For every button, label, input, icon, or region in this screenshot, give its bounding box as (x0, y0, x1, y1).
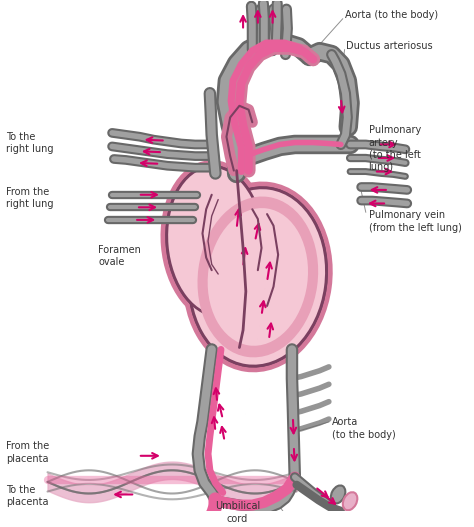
Ellipse shape (189, 188, 327, 366)
Text: Foramen
ovale: Foramen ovale (98, 245, 141, 267)
Text: Aorta (to the body): Aorta (to the body) (345, 10, 438, 20)
Text: To the
right lung: To the right lung (6, 132, 54, 154)
Ellipse shape (208, 208, 308, 346)
Ellipse shape (189, 188, 327, 366)
Ellipse shape (343, 492, 357, 510)
Text: Ductus arteriosus: Ductus arteriosus (346, 41, 433, 51)
Text: Umbilical
cord: Umbilical cord (215, 501, 260, 524)
Text: From the
placenta: From the placenta (6, 441, 49, 464)
Text: Pulmonary vein
(from the left lung): Pulmonary vein (from the left lung) (368, 210, 461, 232)
Text: To the
placenta: To the placenta (6, 485, 48, 507)
Text: Aorta
(to the body): Aorta (to the body) (332, 417, 395, 440)
Ellipse shape (167, 167, 264, 316)
Ellipse shape (198, 197, 318, 357)
Ellipse shape (331, 485, 346, 503)
Text: Pulmonary
artery
(to the left
lung): Pulmonary artery (to the left lung) (368, 125, 421, 172)
Ellipse shape (167, 167, 264, 316)
Text: From the
right lung: From the right lung (6, 187, 54, 209)
